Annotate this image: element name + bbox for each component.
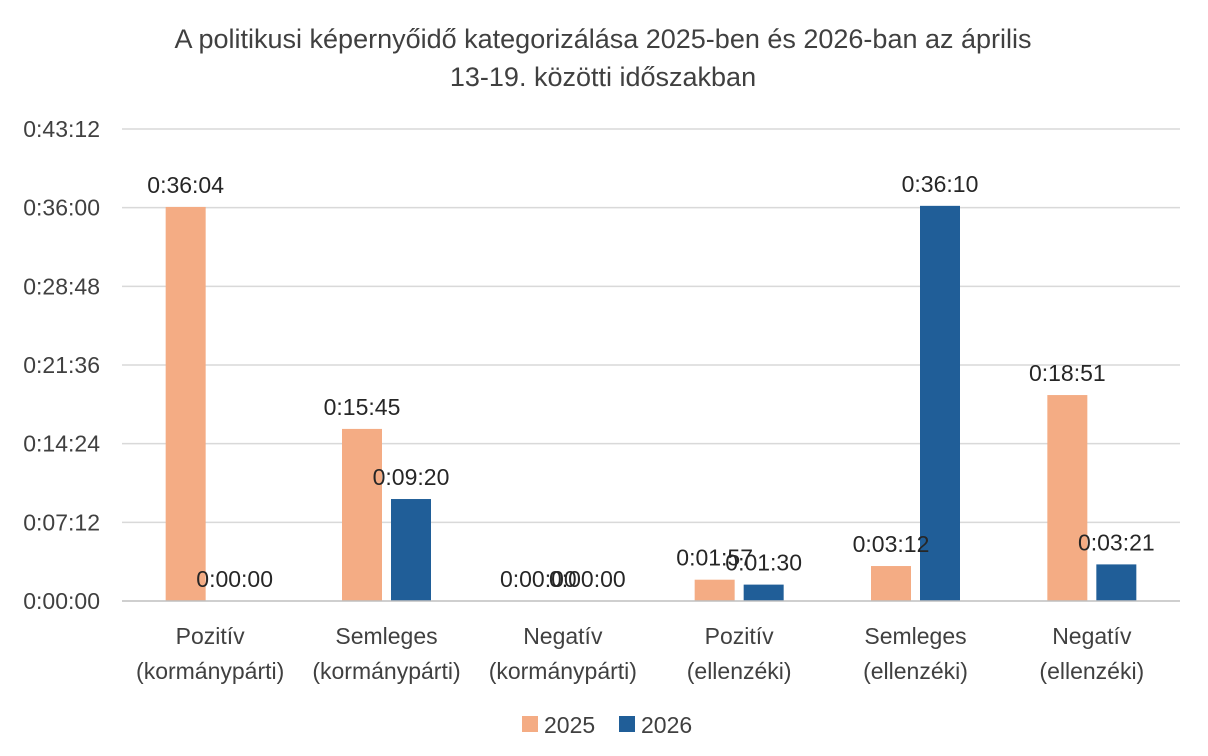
chart-title: A politikusi képernyőidő kategorizálása … [174,24,1031,92]
category-label: Pozitív [176,623,246,649]
chart-title-line: A politikusi képernyőidő kategorizálása … [174,24,1031,54]
x-axis-categories: Pozitív (kormánypárti) Semleges (kormánypár… [136,623,1144,684]
data-labels: 0:36:040:00:000:15:450:09:200:00:000:00:… [147,171,1154,592]
data-label-2026-1: 0:00:00 [196,566,273,592]
bar-2025-5 [871,566,911,601]
data-label-2025-4: 0:01:57 [676,545,753,571]
category-label: (kormánypárti) [312,658,460,684]
legend: 2025 2026 [522,712,692,738]
legend-label-2025: 2025 [544,712,595,738]
bar-2025-4 [694,579,735,601]
bar-2025-1 [165,206,206,601]
bar-2025-2 [342,428,382,601]
y-axis-ticks: 0:00:00 0:07:12 0:14:24 0:21:36 0:28:48 0:36:… [23,116,100,614]
category-label: Negatív [523,623,603,649]
gridlines [122,128,1180,524]
category-label: Negatív [1052,623,1132,649]
bar-2026-4 [743,584,784,601]
category-label: Semleges [335,623,437,649]
bars [165,205,1137,601]
y-tick-label: 0:43:12 [23,116,100,142]
data-label-2025-1: 0:36:04 [147,172,224,198]
bar-2026-5 [920,205,960,601]
data-label-2025-5: 0:03:12 [853,531,930,557]
category-label: Semleges [864,623,966,649]
category-label: Pozitív [705,623,775,649]
y-tick-label: 0:36:00 [23,195,100,221]
y-tick-label: 0:00:00 [23,588,100,614]
data-label-2026-3: 0:00:00 [549,566,626,592]
category-label: (ellenzéki) [687,658,792,684]
legend-label-2026: 2026 [641,712,692,738]
y-tick-label: 0:28:48 [23,273,100,299]
category-label: (kormánypárti) [136,658,284,684]
category-label: (ellenzéki) [863,658,968,684]
chart-title-line: 13-19. közötti időszakban [450,62,756,92]
data-label-2026-5: 0:36:10 [902,171,979,197]
category-label: (kormánypárti) [489,658,637,684]
bar-2026-2 [391,499,431,601]
data-label-2025-6: 0:18:51 [1029,360,1106,386]
legend-swatch-2025 [522,716,538,732]
data-label-2026-2: 0:09:20 [373,464,450,490]
data-label-2026-4: 0:01:30 [725,550,802,576]
data-label-2025-2: 0:15:45 [324,394,401,420]
bar-2025-6 [1047,395,1088,601]
y-tick-label: 0:21:36 [23,352,100,378]
bar-2026-6 [1096,564,1137,601]
data-label-2025-3: 0:00:00 [500,566,577,592]
category-label: (ellenzéki) [1039,658,1144,684]
y-tick-label: 0:07:12 [23,509,100,535]
legend-swatch-2026 [619,716,635,732]
y-tick-label: 0:14:24 [23,431,100,457]
data-label-2026-6: 0:03:21 [1078,529,1155,555]
